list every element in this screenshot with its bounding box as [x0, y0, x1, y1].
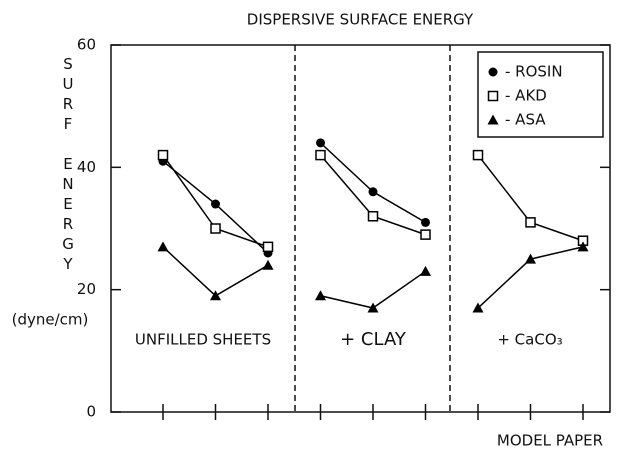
data-point — [420, 265, 431, 276]
data-point — [472, 149, 484, 161]
data-point — [262, 241, 274, 253]
x-axis-label: MODEL PAPER — [497, 432, 603, 450]
data-point — [210, 290, 221, 301]
group-label: + CLAY — [340, 329, 407, 350]
chart-title: DISPERSIVE SURFACE ENERGY — [247, 11, 474, 29]
data-point — [157, 149, 169, 161]
y-tick-label: 60 — [77, 36, 96, 54]
y-axis-label: SURF — [59, 55, 77, 135]
group-label: + CaCO₃ — [497, 331, 562, 349]
y-tick-label: 0 — [86, 403, 96, 421]
legend-label: - ASA — [505, 111, 546, 129]
plot-frame — [110, 44, 611, 413]
data-point — [316, 138, 325, 148]
data-point — [367, 211, 379, 222]
group-label: UNFILLED SHEETS — [135, 331, 271, 349]
legend-marker — [487, 114, 499, 125]
data-point — [315, 290, 326, 301]
legend-marker — [488, 67, 498, 77]
data-point — [420, 229, 431, 240]
y-axis-label: ENERGY — [59, 155, 77, 275]
data-point — [211, 199, 220, 209]
series-line — [162, 154, 584, 248]
y-tick-label: 20 — [77, 280, 96, 298]
legend-box — [477, 51, 604, 138]
y-unit: (dyne/cm) — [12, 311, 89, 329]
data-point — [525, 217, 536, 228]
data-point — [421, 217, 430, 227]
legend-label: - ROSIN — [505, 63, 563, 81]
data-point — [367, 302, 379, 313]
data-point — [368, 187, 378, 197]
data-point — [315, 149, 326, 161]
data-point — [157, 241, 169, 252]
y-tick-label: 40 — [77, 158, 96, 176]
data-point — [472, 302, 484, 313]
data-point — [210, 223, 221, 234]
series-line — [162, 246, 584, 309]
legend-label: - AKD — [505, 87, 547, 105]
data-point — [262, 259, 274, 270]
legend-marker — [487, 90, 499, 102]
data-point — [525, 253, 536, 264]
data-point — [577, 241, 589, 252]
